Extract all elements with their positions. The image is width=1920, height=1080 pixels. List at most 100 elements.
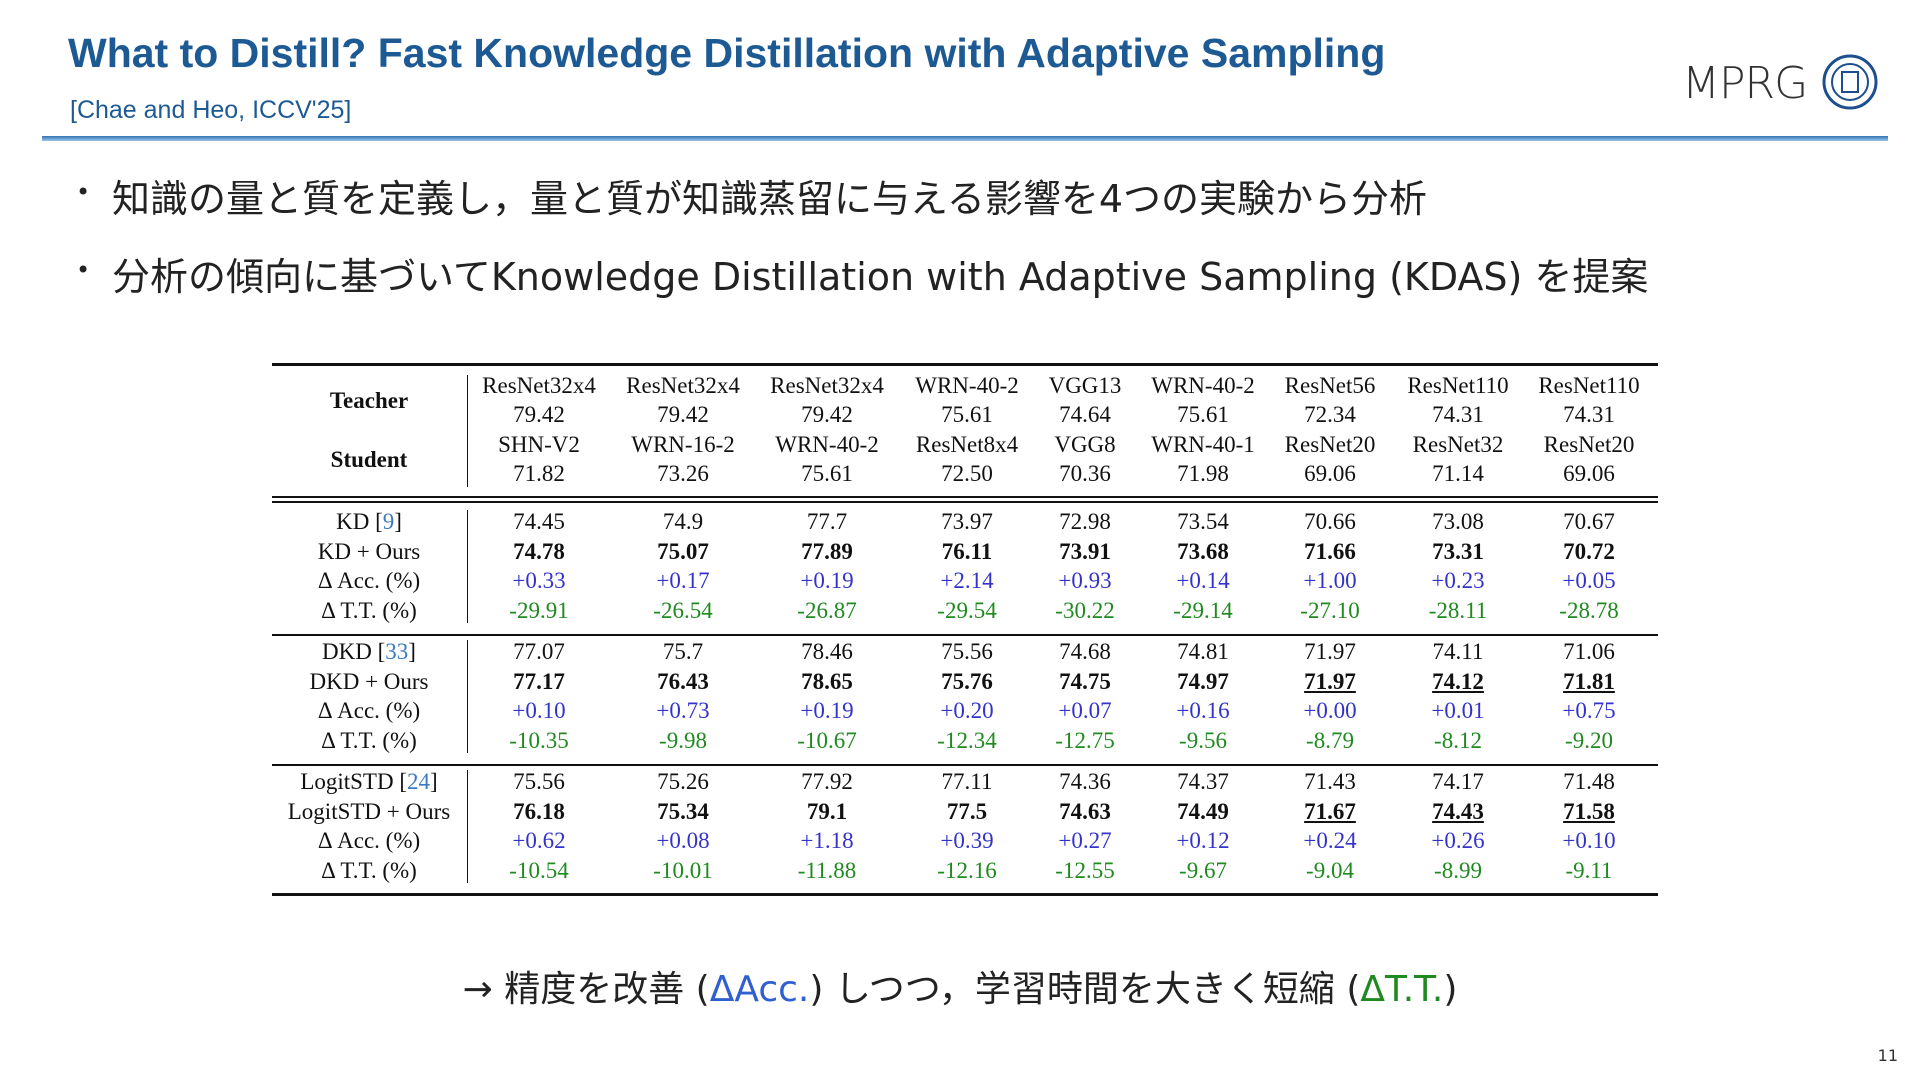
table-cell: 75.76 — [941, 668, 993, 694]
table-cell: 74.12 — [1432, 668, 1484, 694]
table-cell: -27.10 — [1300, 597, 1360, 623]
row-label: Δ Acc. (%) — [318, 698, 420, 724]
row-label: DKD [33] — [322, 639, 416, 665]
row-label: LogitSTD [24] — [300, 769, 437, 795]
table-cell: +0.10 — [512, 698, 566, 724]
table-cell: -9.98 — [659, 727, 707, 753]
table-rule — [272, 764, 1658, 766]
table-cell: 71.14 — [1432, 461, 1484, 486]
table-cell: +0.23 — [1431, 568, 1485, 594]
row-label-part: DKD [ — [322, 639, 386, 664]
table-rule — [272, 893, 1658, 896]
table-cell: WRN-40-2 — [915, 373, 1019, 398]
table-cell: 75.26 — [657, 769, 709, 794]
table-vrule — [467, 375, 468, 487]
table-cell: 74.31 — [1432, 402, 1484, 427]
table-cell: WRN-40-2 — [775, 432, 879, 457]
table-cell: ResNet8x4 — [915, 432, 1019, 457]
table-cell: -29.91 — [509, 597, 569, 623]
table-vrule — [467, 770, 468, 883]
table-cell: -12.55 — [1055, 857, 1115, 883]
row-label: KD [9] — [336, 509, 402, 535]
table-cell: 76.18 — [513, 798, 565, 824]
table-cell: Student — [330, 447, 408, 472]
table-cell: +0.73 — [656, 698, 710, 724]
row-label-part: Δ Acc. (%) — [317, 568, 421, 594]
table-cell: 75.61 — [941, 402, 993, 427]
bullet-text: 分析の傾向に基づいてKnowledge Distillation with Ad… — [112, 255, 1649, 299]
table-cell: 71.82 — [513, 461, 565, 486]
conclusion-part: ΔT.T. — [1360, 969, 1444, 1010]
table-cell: +0.00 — [1303, 698, 1357, 724]
table-cell: 74.43 — [1432, 798, 1484, 824]
table-cell: 73.31 — [1432, 538, 1484, 564]
bullet-text: 知識の量と質を定義し，量と質が知識蒸留に与える影響を4つの実験から分析 — [112, 177, 1428, 221]
conclusion-part: ΔAcc. — [709, 969, 810, 1010]
row-label-part: Δ Acc. (%) — [317, 698, 421, 724]
table-cell: 77.17 — [513, 668, 565, 694]
table-cell: 70.66 — [1304, 509, 1356, 534]
table-cell: 69.06 — [1304, 461, 1356, 486]
table-cell: 72.98 — [1059, 509, 1111, 534]
table-cell: 74.17 — [1432, 769, 1484, 794]
row-label: Δ Acc. (%) — [318, 568, 420, 594]
table-cell: 71.67 — [1304, 798, 1356, 824]
table-cell: +0.17 — [656, 568, 710, 594]
table-cell: -9.11 — [1565, 857, 1613, 883]
table-cell: 71.66 — [1304, 538, 1356, 564]
table-cell: 74.37 — [1177, 769, 1229, 794]
table-cell: ResNet20 — [1284, 432, 1376, 457]
table-cell: 71.43 — [1304, 769, 1356, 794]
table-cell: 71.97 — [1304, 668, 1356, 694]
table-cell: 73.91 — [1059, 538, 1111, 564]
table-cell: VGG8 — [1054, 432, 1116, 457]
table-cell: +0.27 — [1058, 828, 1112, 854]
table-cell: -9.20 — [1565, 727, 1613, 753]
row-label-part: Δ T.T. (%) — [321, 727, 417, 753]
row-label-part: ] — [408, 639, 416, 664]
table-cell: +0.01 — [1431, 698, 1485, 724]
row-label-part: KD [ — [336, 509, 383, 534]
table-cell: 74.75 — [1059, 668, 1111, 694]
table-cell: 71.98 — [1177, 461, 1229, 486]
table-rule — [272, 496, 1658, 498]
row-label: Δ T.T. (%) — [321, 598, 417, 624]
conclusion-part: → 精度を改善 ( — [462, 969, 710, 1010]
table-cell: 71.48 — [1563, 769, 1615, 794]
table-cell: 74.97 — [1177, 668, 1229, 694]
table-cell: -8.79 — [1306, 727, 1354, 753]
table-cell: -9.04 — [1306, 857, 1354, 883]
table-cell: 73.97 — [941, 509, 993, 534]
table-cell: 77.11 — [941, 769, 993, 794]
table-cell: 75.34 — [657, 798, 709, 824]
table-cell: 75.56 — [513, 769, 565, 794]
row-label-part: 24 — [407, 769, 431, 794]
row-label-part: 33 — [385, 639, 409, 664]
table-vrule — [467, 510, 468, 623]
table-cell: +0.93 — [1058, 568, 1112, 594]
table-cell: -12.34 — [937, 727, 997, 753]
table-cell: VGG13 — [1048, 373, 1122, 398]
table-cell: 76.11 — [941, 538, 993, 564]
table-cell: +0.62 — [512, 828, 566, 854]
table-cell: ResNet110 — [1407, 373, 1509, 398]
table-cell: -10.35 — [509, 727, 569, 753]
table-cell: -12.16 — [937, 857, 997, 883]
table-cell: 74.45 — [513, 509, 565, 534]
table-cell: +1.00 — [1303, 568, 1357, 594]
table-cell: +0.05 — [1562, 568, 1616, 594]
table-cell: +0.75 — [1562, 698, 1616, 724]
table-cell: 71.81 — [1563, 668, 1615, 694]
table-rule — [272, 501, 1658, 503]
table-cell: -10.01 — [653, 857, 713, 883]
table-cell: 69.06 — [1563, 461, 1615, 486]
conclusion-part: ) しつつ，学習時間を大きく短縮 ( — [809, 969, 1361, 1010]
logo-text: MPRG — [1682, 58, 1807, 109]
table-cell: +2.14 — [940, 568, 994, 594]
table-cell: 75.07 — [657, 538, 709, 564]
table-cell: -26.54 — [653, 597, 713, 623]
table-cell: 77.89 — [801, 538, 853, 564]
header-rule — [42, 136, 1888, 141]
table-cell: 74.64 — [1059, 402, 1111, 427]
